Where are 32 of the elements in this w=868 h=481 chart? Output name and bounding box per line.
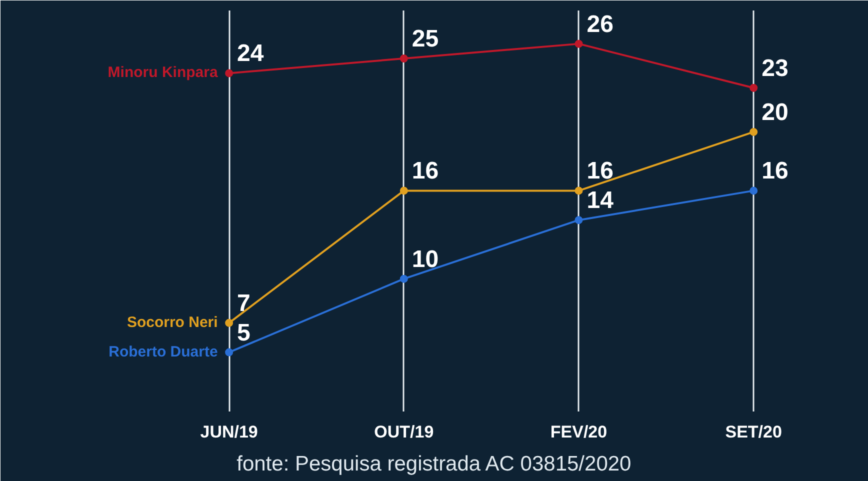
data-label: 16 — [412, 158, 439, 185]
point — [750, 186, 758, 195]
data-label: 14 — [586, 187, 614, 214]
data-label: 24 — [237, 40, 264, 68]
point — [225, 318, 234, 327]
point — [574, 186, 583, 195]
point — [225, 69, 234, 78]
data-label: 10 — [412, 246, 439, 273]
source-note: fonte: Pesquisa registrada AC 03815/2020 — [236, 452, 632, 476]
point — [574, 40, 583, 48]
point — [574, 216, 583, 224]
x-tick-label: FEV/20 — [550, 422, 608, 442]
data-label: 16 — [586, 158, 614, 185]
data-label: 25 — [412, 26, 439, 52]
data-label: 7 — [237, 290, 250, 317]
point — [750, 84, 758, 92]
point — [400, 274, 408, 283]
data-label: 23 — [762, 54, 788, 82]
point — [400, 186, 408, 195]
series-label: Minoru Kinpara — [108, 64, 218, 82]
data-label: 16 — [762, 158, 788, 185]
data-label: 20 — [762, 98, 788, 126]
series-label: Socorro Neri — [126, 314, 218, 331]
x-tick-label: OUT/19 — [374, 422, 434, 442]
x-tick-label: SET/20 — [725, 422, 782, 442]
x-tick-label: JUN/19 — [200, 422, 258, 442]
point — [400, 54, 408, 62]
point — [225, 348, 234, 356]
data-label: 26 — [586, 10, 614, 38]
data-label: 5 — [237, 319, 250, 346]
point — [750, 128, 758, 136]
series-label: Roberto Duarte — [108, 343, 218, 360]
